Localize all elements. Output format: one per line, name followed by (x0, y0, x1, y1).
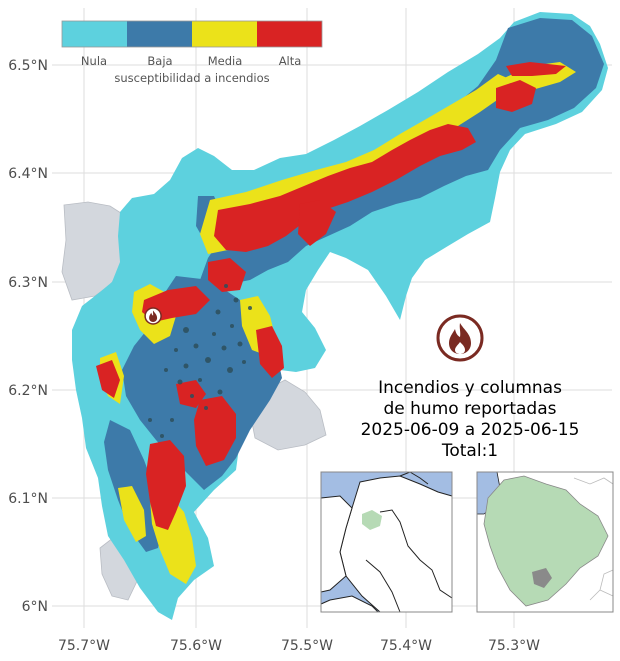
neighbor-regions (61, 201, 327, 601)
map-title-line: Total:1 (441, 441, 499, 461)
map-title: Incendios y columnas de humo reportadas … (340, 378, 600, 462)
x-tick-label: 75.6°W (170, 638, 222, 654)
fire-icon (436, 314, 484, 362)
legend-label-alta: Alta (279, 54, 302, 68)
legend-swatch-baja (127, 21, 192, 47)
y-tick-label: 6°N (22, 599, 48, 615)
legend-title: susceptibilidad a incendios (114, 71, 269, 85)
legend-swatch-alta (257, 21, 322, 47)
x-tick-label: 75.7°W (58, 638, 110, 654)
map-title-line: 2025-06-09 a 2025-06-15 (360, 420, 580, 440)
region-alta (96, 62, 566, 530)
y-tick-label: 6.1°N (8, 491, 48, 507)
x-tick-label: 75.3°W (488, 638, 540, 654)
x-tick-label: 75.5°W (281, 638, 333, 654)
map-title-line: de humo reportadas (383, 399, 557, 419)
legend-swatch-nula (62, 21, 127, 47)
x-axis-ticks: 75.7°W 75.6°W 75.5°W 75.4°W 75.3°W (58, 638, 540, 654)
legend-label-baja: Baja (147, 54, 172, 68)
y-tick-label: 6.3°N (8, 275, 48, 291)
fire-report-marker (144, 307, 162, 325)
fire-report-markers (144, 307, 162, 325)
map-title-line: Incendios y columnas (378, 378, 562, 398)
legend-label-media: Media (208, 54, 243, 68)
y-tick-label: 6.5°N (8, 58, 48, 74)
inset-map-colombia (320, 471, 453, 613)
region-texture (148, 284, 252, 438)
y-tick-label: 6.4°N (8, 166, 48, 182)
legend-swatch-media (192, 21, 257, 47)
y-axis-ticks: 6.5°N 6.4°N 6.3°N 6.2°N 6.1°N 6°N (8, 58, 48, 615)
x-tick-label: 75.4°W (380, 638, 432, 654)
legend: Nula Baja Media Alta susceptibilidad a i… (61, 20, 323, 85)
legend-label-nula: Nula (81, 54, 107, 68)
y-tick-label: 6.2°N (8, 383, 48, 399)
inset-map-region (476, 471, 614, 613)
